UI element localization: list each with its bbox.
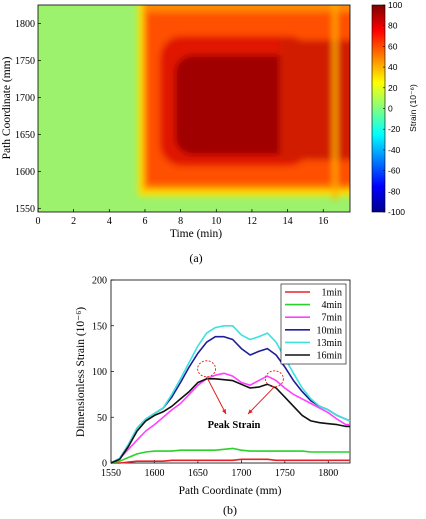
colorbar-tick-label: 80 [388,21,398,31]
legend-label-4min: 4min [321,300,342,311]
heatmap-y-tick-label: 1650 [15,130,35,141]
colorbar-tick-label: 60 [388,41,398,51]
colorbar-tick-label: 40 [388,62,398,72]
colorbar-tick-label: 0 [388,104,393,114]
colorbar-ticks: 100 80 60 40 20 0 -20 -40 -60 -80 -100 [383,0,405,217]
heatmap-active-region [138,5,350,200]
legend-label-16min: 16min [316,351,342,362]
series-line-16min [110,377,350,464]
heatmap-y-ticks: 1550 1600 1650 1700 1750 1800 [15,19,41,215]
peak-circle [264,370,284,388]
peak-strain-label: Peak Strain [208,420,261,431]
series-line-4min [110,447,350,464]
peak-arrowhead [248,409,253,414]
line-x-tick-label: 1700 [231,468,251,479]
series-line-13min [110,324,351,464]
heatmap-x-tick-label: 16 [318,216,328,227]
colorbar-tick-label: 100 [388,0,402,10]
line-series-group [110,324,351,464]
legend-label-7min: 7min [321,313,342,324]
heatmap-y-tick-label: 1700 [15,93,35,104]
heatmap-x-tick-label: 2 [71,216,76,227]
heatmap-x-tick-label: 6 [142,216,147,227]
heatmap-y-axis-label: Path Coordinate (mm) [1,56,13,159]
line-y-tick-label: 150 [92,321,107,332]
line-y-tick-label: 50 [97,413,107,424]
heatmap-y-tick-label: 1750 [15,56,35,67]
colorbar-tick-label: -40 [388,145,401,155]
heatmap-panel: 0 2 4 6 8 10 12 14 16 1550 1600 1650 1700 1750 1800 T… [1,0,418,265]
legend-label-13min: 13min [316,338,342,349]
legend-label-10min: 10min [316,325,342,336]
line-panel: 1550 1600 1650 1700 1750 1800 0 50 100 150 200 Pe… [75,276,351,517]
heatmap-y-tick-label: 1600 [15,167,35,178]
heatmap-x-tick-label: 8 [178,216,183,227]
legend-label-1min: 1min [321,288,342,299]
colorbar-tick-label: -20 [388,124,401,134]
heatmap-y-tick-label: 1800 [15,19,35,30]
peak-annotation: Peak Strain [197,360,284,431]
heatmap-x-tick-label: 14 [283,216,293,227]
series-line-7min [110,372,350,464]
heatmap-x-ticks: 0 2 4 6 8 10 12 14 16 [36,209,328,227]
peak-circle [197,360,217,378]
heatmap-x-tick-label: 12 [247,216,257,227]
heatmap-frame [37,4,351,213]
heatmap-x-tick-label: 10 [211,216,221,227]
line-x-tick-label: 1750 [275,468,295,479]
peak-arrow [247,386,275,415]
panel-label-b: (b) [223,503,237,517]
peak-arrow [206,376,227,415]
heatmap-field [38,5,350,212]
colorbar-tick-label: 20 [388,83,398,93]
line-x-tick-label: 1800 [318,468,338,479]
line-y-tick-label: 200 [92,276,107,287]
heatmap-x-axis-label: Time (min) [170,228,222,240]
line-x-axis-label: Path Coordinate (mm) [179,485,282,497]
peak-arrowhead [222,409,226,414]
line-x-tick-label: 1600 [144,468,164,479]
line-y-tick-label: 100 [92,367,107,378]
heatmap-y-tick-label: 1550 [15,204,35,215]
line-x-tick-label: 1550 [101,468,121,479]
panel-label-a: (a) [189,251,202,265]
colorbar-tick-label: -80 [388,186,401,196]
heatmap-x-tick-label: 0 [36,216,41,227]
line-y-axis-label: Dimensionless Strain (10⁻⁶) [75,307,87,437]
line-y-tick-label: 0 [102,459,107,470]
colorbar-tick-label: -60 [388,166,401,176]
peak-markers [197,360,284,415]
series-line-1min [111,458,350,464]
colorbar-tick-label: -100 [388,207,405,217]
line-x-tick-label: 1650 [188,468,208,479]
colorbar-label: Strain (10⁻⁶) [408,84,418,132]
legend-box [280,283,347,365]
heatmap-x-tick-label: 4 [107,216,112,227]
